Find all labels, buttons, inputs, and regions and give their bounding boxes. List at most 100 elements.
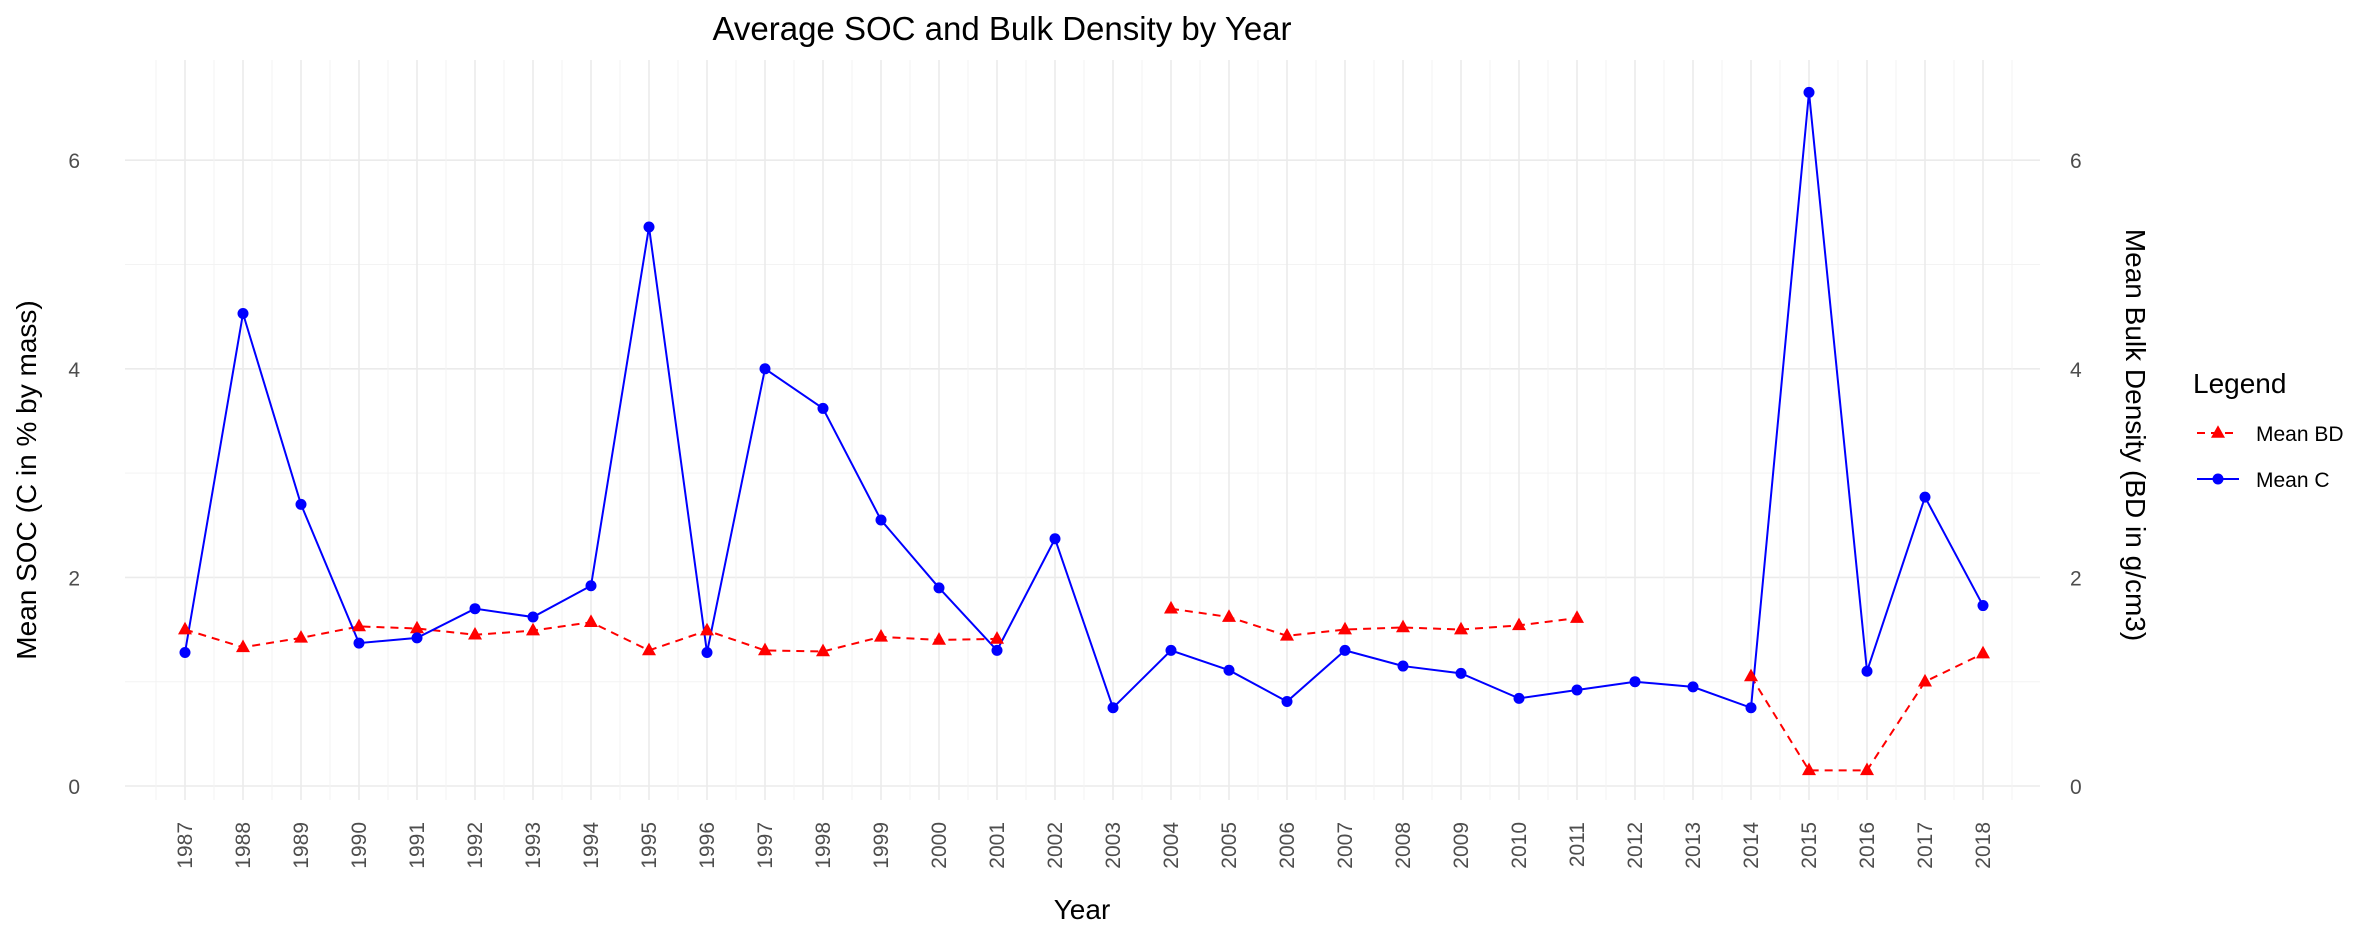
y2-axis-title: Mean Bulk Density (BD in g/cm3) bbox=[2120, 229, 2151, 641]
data-point bbox=[526, 622, 540, 636]
data-point bbox=[932, 632, 946, 645]
y-tick-label: 0 bbox=[68, 776, 80, 799]
data-point bbox=[294, 630, 308, 643]
x-tick-label: 2003 bbox=[1102, 822, 1125, 869]
x-tick-label: 2014 bbox=[1740, 822, 1763, 869]
data-point bbox=[1744, 668, 1758, 682]
data-point bbox=[469, 603, 481, 615]
data-point bbox=[1338, 621, 1352, 635]
x-tick-label: 1994 bbox=[580, 822, 603, 869]
data-point bbox=[700, 622, 714, 636]
data-point bbox=[1803, 86, 1815, 98]
x-tick-label: 2002 bbox=[1044, 822, 1067, 869]
x-tick-label: 1989 bbox=[290, 822, 313, 869]
x-tick-label: 1993 bbox=[522, 822, 545, 869]
data-point bbox=[1223, 664, 1235, 676]
x-tick-label: 2000 bbox=[928, 822, 951, 869]
y-tick-label: 6 bbox=[68, 150, 80, 173]
data-point bbox=[1397, 660, 1409, 672]
grid bbox=[125, 60, 2040, 800]
data-point bbox=[990, 631, 1004, 644]
data-point bbox=[875, 514, 887, 526]
data-point bbox=[816, 643, 830, 657]
chart-title: Average SOC and Bulk Density by Year bbox=[712, 10, 1291, 47]
data-point bbox=[236, 639, 250, 653]
data-point bbox=[295, 498, 307, 510]
data-point bbox=[817, 402, 829, 414]
x-tick-label: 2013 bbox=[1682, 822, 1705, 869]
legend: Legend Mean BD Mean C bbox=[2193, 368, 2344, 492]
data-point bbox=[1687, 681, 1699, 693]
legend-label: Mean C bbox=[2256, 469, 2330, 492]
data-point bbox=[585, 580, 597, 592]
left-axis-ticks: 0 2 4 6 bbox=[68, 150, 80, 799]
x-tick-label: 2004 bbox=[1160, 822, 1183, 869]
data-point bbox=[1976, 645, 1990, 659]
x-tick-label: 2012 bbox=[1624, 822, 1647, 869]
data-point bbox=[1049, 533, 1061, 545]
data-point bbox=[1802, 762, 1816, 776]
data-point bbox=[1339, 644, 1351, 656]
data-point bbox=[1570, 610, 1584, 623]
x-tick-label: 1988 bbox=[232, 822, 255, 869]
y2-tick-label: 0 bbox=[2070, 776, 2082, 799]
y-tick-label: 4 bbox=[68, 359, 80, 382]
legend-title: Legend bbox=[2193, 368, 2286, 399]
x-tick-label: 2018 bbox=[1972, 822, 1995, 869]
x-axis-ticks: 1987 1988 1989 1990 1991 1992 1993 1994 1995 1996… bbox=[174, 822, 1995, 869]
legend-label: Mean BD bbox=[2256, 423, 2344, 446]
data-point bbox=[353, 637, 365, 649]
data-point bbox=[1455, 667, 1467, 679]
x-tick-label: 2016 bbox=[1856, 822, 1879, 869]
data-point bbox=[1745, 702, 1757, 714]
x-tick-label: 2010 bbox=[1508, 822, 1531, 869]
x-tick-label: 1990 bbox=[348, 822, 371, 869]
data-point bbox=[584, 614, 598, 628]
legend-key-marker bbox=[2212, 473, 2224, 485]
data-point bbox=[874, 629, 888, 642]
data-point bbox=[1513, 692, 1525, 704]
data-point bbox=[1396, 619, 1410, 633]
x-tick-label: 1998 bbox=[812, 822, 835, 869]
data-point bbox=[643, 221, 655, 233]
data-point bbox=[352, 618, 366, 632]
data-point bbox=[759, 363, 771, 375]
data-point bbox=[1107, 702, 1119, 714]
y2-tick-label: 4 bbox=[2070, 359, 2082, 382]
x-tick-label: 1992 bbox=[464, 822, 487, 869]
data-point bbox=[1918, 673, 1932, 687]
x-tick-label: 1991 bbox=[406, 822, 429, 869]
data-point bbox=[933, 582, 945, 594]
x-tick-label: 2017 bbox=[1914, 822, 1937, 869]
data-point bbox=[410, 620, 424, 634]
x-tick-label: 2001 bbox=[986, 822, 1009, 869]
data-point bbox=[1571, 684, 1583, 696]
x-tick-label: 1997 bbox=[754, 822, 777, 869]
data-point bbox=[1281, 696, 1293, 708]
data-point bbox=[237, 308, 249, 320]
series-line bbox=[184, 92, 1984, 710]
data-point bbox=[1280, 627, 1294, 641]
x-tick-label: 1995 bbox=[638, 822, 661, 869]
series-points bbox=[178, 86, 1990, 776]
data-point bbox=[1977, 600, 1989, 612]
data-point bbox=[468, 626, 482, 640]
data-point bbox=[1164, 600, 1178, 614]
y2-tick-label: 2 bbox=[2070, 567, 2082, 590]
y-tick-label: 2 bbox=[68, 567, 80, 590]
x-tick-label: 2008 bbox=[1392, 822, 1415, 869]
y-axis-title: Mean SOC (C in % by mass) bbox=[11, 300, 42, 659]
data-point bbox=[758, 642, 772, 656]
data-point bbox=[991, 644, 1003, 656]
data-point bbox=[1860, 762, 1874, 776]
x-tick-label: 2009 bbox=[1450, 822, 1473, 869]
right-axis-ticks: 0 2 4 6 bbox=[2070, 150, 2082, 799]
data-point bbox=[1165, 644, 1177, 656]
data-point bbox=[178, 621, 192, 635]
data-point bbox=[1454, 621, 1468, 635]
data-point bbox=[527, 611, 539, 623]
x-axis-title: Year bbox=[1054, 894, 1111, 925]
data-point bbox=[1629, 676, 1641, 688]
data-point bbox=[411, 632, 423, 644]
